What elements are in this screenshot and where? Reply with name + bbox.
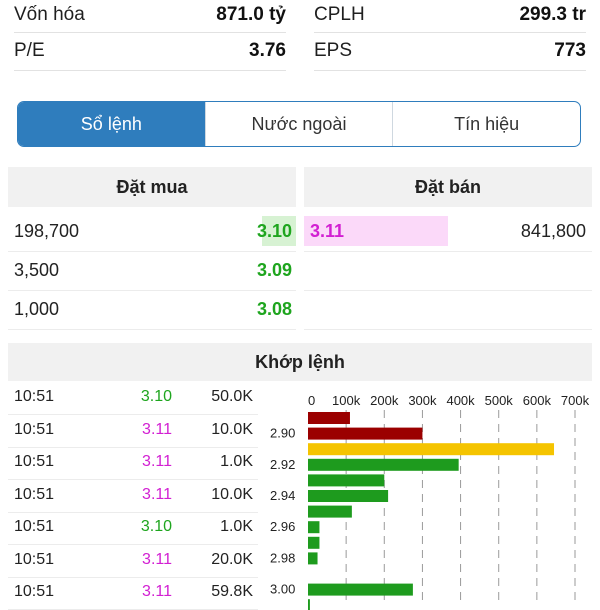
divider xyxy=(8,479,258,480)
trade-time: 10:51 xyxy=(14,388,55,405)
divider xyxy=(314,32,586,33)
segment-tabs: Sổ lệnh Nước ngoài Tín hiệu xyxy=(17,101,581,147)
divider xyxy=(8,544,258,545)
divider xyxy=(8,414,258,415)
trade-time: 10:51 xyxy=(14,583,55,600)
y-tick-label: 3.00 xyxy=(270,582,295,597)
trade-time: 10:51 xyxy=(14,453,55,470)
y-tick-label: 2.96 xyxy=(270,519,295,534)
buy-volume: 1,000 xyxy=(14,299,60,319)
divider xyxy=(304,251,592,252)
matched-header: Khớp lệnh xyxy=(8,343,592,381)
buy-price: 3.09 xyxy=(256,260,292,280)
x-tick-label: 0 xyxy=(308,393,315,408)
volume-bar xyxy=(308,474,385,487)
x-tick-label: 500k xyxy=(485,393,514,408)
divider xyxy=(304,329,592,330)
sell-volume-bar xyxy=(304,216,448,246)
divider xyxy=(8,511,258,513)
divider xyxy=(8,576,258,578)
trade-price: 3.11 xyxy=(142,550,172,568)
buy-price: 3.10 xyxy=(256,221,292,241)
buy-volume-bar xyxy=(262,216,296,246)
y-tick-label: 2.94 xyxy=(270,488,295,503)
trade-time: 10:51 xyxy=(14,550,55,568)
divider xyxy=(304,290,592,291)
y-tick-label: 2.98 xyxy=(270,550,295,565)
volume-by-price-chart: 0 100k 200k 300k 400k 500k 600k 700k 2.90 2.92 2.… xyxy=(270,393,590,610)
trade-price: 3.11 xyxy=(142,485,172,503)
divider xyxy=(8,446,258,448)
volume-bar xyxy=(308,536,320,549)
x-tick-label: 100k xyxy=(332,393,361,408)
volume-bar xyxy=(308,583,413,596)
divider xyxy=(8,290,296,291)
buy-volume: 3,500 xyxy=(14,260,60,280)
shares-outstanding-value: 299.3 tr xyxy=(519,4,586,25)
x-tick-label: 200k xyxy=(370,393,399,408)
trade-volume: 10.0K xyxy=(211,420,253,438)
pe-value: 3.76 xyxy=(249,40,286,61)
divider xyxy=(14,32,286,33)
tab-foreign[interactable]: Nước ngoài xyxy=(204,102,393,146)
trade-price: 3.10 xyxy=(140,388,172,405)
buy-price: 3.08 xyxy=(256,299,292,319)
trade-volume: 50.0K xyxy=(211,388,253,405)
trade-time: 10:51 xyxy=(14,518,55,535)
x-tick-label: 400k xyxy=(446,393,475,408)
buy-volume: 198,700 xyxy=(14,221,80,241)
divider xyxy=(8,329,296,330)
y-tick-label: 2.90 xyxy=(270,426,295,441)
sell-header: Đặt bán xyxy=(304,167,592,207)
trade-volume: 1.0K xyxy=(220,453,253,470)
trade-volume: 1.0K xyxy=(220,518,253,535)
tab-order-book[interactable]: Sổ lệnh xyxy=(18,102,205,146)
y-tick-label: 2.92 xyxy=(270,457,295,472)
volume-bar xyxy=(308,521,320,534)
trade-price: 3.11 xyxy=(142,420,172,438)
volume-bar xyxy=(308,458,459,471)
volume-bar xyxy=(308,490,389,502)
eps-value: 773 xyxy=(554,40,586,61)
volume-bar xyxy=(308,427,423,440)
x-tick-label: 700k xyxy=(561,393,590,408)
shares-outstanding-label: CPLH xyxy=(314,4,365,25)
trade-time: 10:51 xyxy=(14,485,55,503)
volume-bar xyxy=(308,505,352,518)
pe-label: P/E xyxy=(14,40,45,61)
divider xyxy=(314,70,586,71)
sell-volume: 841,800 xyxy=(520,221,586,241)
x-tick-label: 300k xyxy=(408,393,437,408)
trade-volume: 59.8K xyxy=(211,583,253,600)
x-tick-label: 600k xyxy=(523,393,552,408)
volume-bar xyxy=(308,443,555,456)
buy-header: Đặt mua xyxy=(8,167,296,207)
trade-volume: 10.0K xyxy=(211,485,253,503)
trade-price: 3.11 xyxy=(142,583,172,600)
trade-volume: 20.0K xyxy=(211,550,253,568)
divider xyxy=(14,70,286,71)
trade-price: 3.11 xyxy=(142,453,172,470)
volume-bar xyxy=(308,599,310,610)
market-cap-value: 871.0 tỷ xyxy=(216,4,286,25)
trade-price: 3.10 xyxy=(140,518,172,535)
trade-time: 10:51 xyxy=(14,420,55,438)
tab-signals[interactable]: Tín hiệu xyxy=(392,102,580,146)
volume-bar xyxy=(308,412,350,424)
eps-label: EPS xyxy=(314,40,353,61)
volume-bar xyxy=(308,552,318,565)
sell-price: 3.11 xyxy=(310,221,345,241)
market-cap-label: Vốn hóa xyxy=(14,4,85,25)
divider xyxy=(8,251,296,252)
